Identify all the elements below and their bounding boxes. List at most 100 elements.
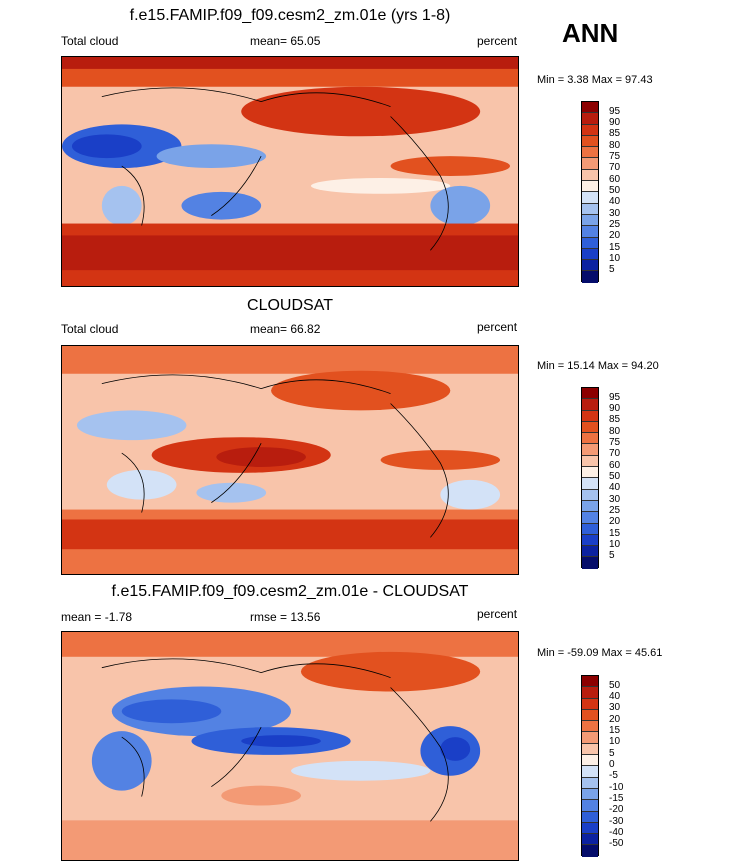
colorbar-tick-label: 75 xyxy=(609,437,621,448)
colorbar-tick-label: 40 xyxy=(609,482,621,493)
panel-2-mean-label: mean= 66.82 xyxy=(250,322,321,336)
panel-1-colorbar-box xyxy=(582,124,598,136)
season-label: ANN xyxy=(562,18,619,48)
panel-3-colorbar-box xyxy=(582,755,598,767)
colorbar-tick-label: -15 xyxy=(609,793,624,804)
colorbar-tick-label: 20 xyxy=(609,714,621,725)
panel-2-minmax: Min = 15.14 Max = 94.20 xyxy=(537,360,659,372)
panel-3-colorbar-box xyxy=(582,777,598,789)
colorbar-tick-label: 10 xyxy=(609,253,621,264)
panel-1-minmax: Min = 3.38 Max = 97.43 xyxy=(537,74,653,86)
colorbar-tick-label: 10 xyxy=(609,736,621,747)
colorbar-tick-label: -40 xyxy=(609,827,624,838)
colorbar-tick-label: 20 xyxy=(609,230,621,241)
panel-3-colorbar xyxy=(581,675,599,857)
panel-3-colorbar-box xyxy=(582,709,598,722)
colorbar-tick-label: 25 xyxy=(609,505,621,516)
panel-3-rmse-label: rmse = 13.56 xyxy=(250,610,321,624)
panel-3-map xyxy=(61,631,519,861)
panel-2-colorbar-box xyxy=(582,467,598,479)
colorbar-tick-label: 50 xyxy=(609,471,621,482)
panel-3-colorbar-box xyxy=(582,743,598,756)
panel-1-map xyxy=(61,56,519,287)
panel-3-colorbar-box xyxy=(582,811,598,823)
colorbar-tick-label: 25 xyxy=(609,219,621,230)
panel-3-minmax: Min = -59.09 Max = 45.61 xyxy=(537,647,663,659)
panel-3-units-label: percent xyxy=(477,607,518,621)
colorbar-tick-label: 30 xyxy=(609,494,621,505)
panel-3-colorbar-box xyxy=(582,698,598,710)
panel-2-units-label: percent xyxy=(477,320,518,334)
panel-2-colorbar-box xyxy=(582,478,598,490)
panel-1-colorbar-box xyxy=(582,169,598,182)
colorbar-tick-label: 80 xyxy=(609,140,621,151)
colorbar-tick-label: 80 xyxy=(609,426,621,437)
panel-1-colorbar-box xyxy=(582,135,598,148)
colorbar-tick-label: -50 xyxy=(609,838,624,849)
colorbar-tick-label: 20 xyxy=(609,516,621,527)
colorbar-tick-label: 15 xyxy=(609,528,621,539)
panel-1-colorbar-box xyxy=(582,226,598,238)
panel-2-colorbar-box xyxy=(582,410,598,422)
panel-2-colorbar xyxy=(581,387,599,569)
colorbar-tick-label: 70 xyxy=(609,162,621,173)
panel-1-colorbar-box xyxy=(582,158,598,170)
colorbar-tick-label: 75 xyxy=(609,151,621,162)
colorbar-tick-label: -20 xyxy=(609,804,624,815)
panel-2-variable-label: Total cloud xyxy=(61,322,119,336)
panel-1-colorbar-box xyxy=(582,102,598,114)
panel-1-colorbar-box xyxy=(582,147,598,159)
panel-3-colorbar-box xyxy=(582,676,598,688)
colorbar-tick-label: 90 xyxy=(609,403,621,414)
colorbar-tick-label: 5 xyxy=(609,748,615,759)
colorbar-tick-label: 95 xyxy=(609,392,621,403)
panel-1-colorbar-box xyxy=(582,271,598,283)
colorbar-tick-label: 40 xyxy=(609,691,621,702)
panel-3-colorbar-box xyxy=(582,800,598,812)
panel-3-mean-label: mean = -1.78 xyxy=(61,610,133,624)
panel-2-colorbar-box xyxy=(582,512,598,524)
panel-3-title: f.e15.FAMIP.f09_f09.cesm2_zm.01e - CLOUD… xyxy=(111,583,469,600)
panel-2-colorbar-box xyxy=(582,489,598,501)
panel-2-map-field xyxy=(62,346,518,574)
colorbar-tick-label: 30 xyxy=(609,208,621,219)
panel-2-title: CLOUDSAT xyxy=(247,297,333,314)
colorbar-tick-label: -30 xyxy=(609,816,624,827)
panel-2-colorbar-box xyxy=(582,534,598,547)
panel-1-units-label: percent xyxy=(477,34,518,48)
panel-1-colorbar xyxy=(581,101,599,283)
colorbar-tick-label: 60 xyxy=(609,174,621,185)
colorbar-tick-label: 5 xyxy=(609,550,615,561)
colorbar-tick-label: 60 xyxy=(609,460,621,471)
colorbar-tick-label: 50 xyxy=(609,680,621,691)
panel-3-colorbar-box xyxy=(582,766,598,778)
colorbar-tick-label: 0 xyxy=(609,759,615,770)
colorbar-tick-label: 95 xyxy=(609,106,621,117)
panel-1-colorbar-box xyxy=(582,181,598,193)
panel-2-colorbar-box xyxy=(582,523,598,535)
colorbar-tick-label: -5 xyxy=(609,770,618,781)
panel-2-colorbar-box xyxy=(582,399,598,411)
colorbar-tick-label: 30 xyxy=(609,702,621,713)
colorbar-tick-label: 10 xyxy=(609,539,621,550)
panel-3-colorbar-box xyxy=(582,788,598,801)
panel-3-colorbar-box xyxy=(582,732,598,744)
panel-2-colorbar-box xyxy=(582,444,598,456)
panel-3-colorbar-box xyxy=(582,822,598,835)
colorbar-tick-label: 90 xyxy=(609,117,621,128)
panel-2-colorbar-box xyxy=(582,546,598,558)
panel-2-colorbar-box xyxy=(582,421,598,434)
colorbar-tick-label: 15 xyxy=(609,242,621,253)
panel-1-colorbar-box xyxy=(582,113,598,125)
panel-1-variable-label: Total cloud xyxy=(61,34,119,48)
colorbar-tick-label: 40 xyxy=(609,196,621,207)
panel-2-colorbar-box xyxy=(582,433,598,445)
panel-1-colorbar-box xyxy=(582,260,598,272)
panel-1-colorbar-box xyxy=(582,237,598,249)
panel-1-colorbar-box xyxy=(582,192,598,204)
panel-2-map xyxy=(61,345,519,575)
colorbar-tick-label: 85 xyxy=(609,414,621,425)
panel-2-colorbar-box xyxy=(582,388,598,400)
panel-3-colorbar-box xyxy=(582,834,598,846)
panel-1-title: f.e15.FAMIP.f09_f09.cesm2_zm.01e (yrs 1-… xyxy=(129,7,451,24)
